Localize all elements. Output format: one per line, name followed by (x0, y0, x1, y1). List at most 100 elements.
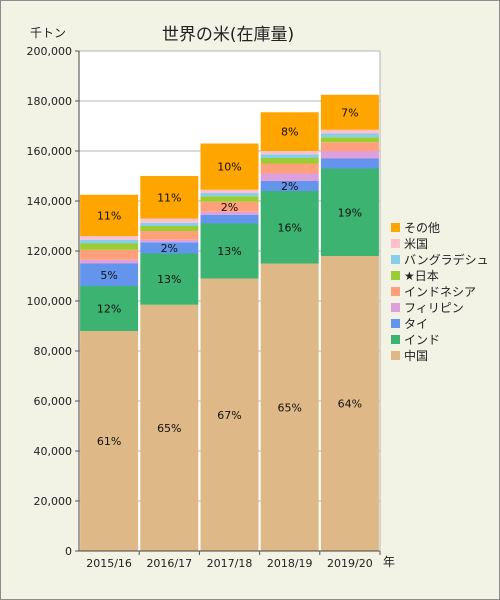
bar-segment (260, 154, 319, 158)
legend-label: バングラデシュ (404, 252, 489, 267)
y-tick-label: 100,000 (27, 295, 73, 308)
bar-segment (260, 263, 319, 551)
bar-segment (260, 112, 319, 151)
bars: 61% 12% 5% 11% 65% 13% 2% 11% 67% 13% 2% 10% 65% 16% 2… (80, 94, 379, 551)
bar-segment (80, 263, 139, 286)
x-tick-labels: 2015/16 2016/17 2017/18 2018/19 2019/20 (86, 551, 381, 570)
bar-segment (140, 242, 199, 254)
bar-segment (140, 231, 199, 240)
y-tick-labels: 0 20,000 40,000 60,000 80,000 100,000 120,000 1… (27, 45, 73, 558)
bar-segment (200, 214, 259, 224)
x-tick-label: 2018/19 (267, 557, 313, 570)
bar-segment (260, 158, 319, 164)
bar-segment (320, 168, 379, 256)
legend-swatch (391, 335, 400, 344)
bar-segment (200, 201, 259, 212)
bar-segment (260, 151, 319, 155)
data-label: 5% (100, 269, 117, 282)
y-tick-label: 160,000 (27, 145, 73, 158)
bar-segment (80, 331, 139, 551)
bar-segment (260, 173, 319, 181)
bar-segment (320, 256, 379, 551)
y-tick-label: 80,000 (34, 345, 73, 358)
bar-segment (260, 181, 319, 191)
data-label: 2% (161, 242, 178, 255)
x-tick-label: 2016/17 (146, 557, 192, 570)
data-label: 65% (157, 422, 181, 435)
data-label: 11% (97, 209, 121, 222)
bar-segment (320, 151, 379, 159)
data-label: 61% (97, 435, 121, 448)
legend-label: インド (404, 333, 440, 347)
y-tick-label: 120,000 (27, 245, 73, 258)
data-label: 11% (157, 191, 181, 204)
data-label: 67% (217, 409, 241, 422)
bar-segment (80, 239, 139, 244)
data-label: 10% (217, 161, 241, 174)
data-label: 16% (277, 221, 301, 234)
y-axis-unit: 千トン (30, 26, 66, 40)
bar-segment (200, 223, 259, 279)
x-tick-label: 2015/16 (86, 557, 132, 570)
chart-title: 世界の米(在庫量) (162, 25, 294, 45)
legend-label: タイ (404, 317, 428, 331)
legend-swatch (391, 351, 400, 360)
bar-segment (140, 218, 199, 223)
data-label: 2% (281, 180, 298, 193)
bar-segment (200, 196, 259, 202)
y-tick-label: 0 (65, 545, 72, 558)
bar-segment (200, 193, 259, 197)
legend-label: ★日本 (404, 269, 439, 283)
bar-segment (260, 191, 319, 264)
data-label: 8% (281, 126, 298, 139)
bar-segment (140, 239, 199, 243)
data-label: 7% (341, 106, 358, 119)
legend-label: その他 (404, 221, 440, 235)
bar-segment (80, 243, 139, 250)
legend-swatch (391, 303, 400, 312)
bar-segment (200, 143, 259, 190)
data-label: 13% (157, 273, 181, 286)
bar-segment (140, 226, 199, 231)
y-tick-label: 20,000 (34, 495, 73, 508)
x-tick-label: 2019/20 (327, 557, 373, 570)
legend-swatch (391, 255, 400, 264)
bar-segment (140, 222, 199, 226)
bar-segment (320, 129, 379, 134)
bar-segment (140, 176, 199, 219)
bar-segment (320, 133, 379, 138)
legend-swatch (391, 223, 400, 232)
y-tick-label: 140,000 (27, 195, 73, 208)
bar-segment (320, 94, 379, 130)
legend-label: インドネシア (404, 285, 476, 299)
bar-segment (140, 304, 199, 551)
legend-swatch (391, 239, 400, 248)
axes (78, 51, 381, 552)
y-tick-label: 180,000 (27, 95, 73, 108)
data-label: 13% (217, 245, 241, 258)
bar-segment (320, 137, 379, 143)
bar-segment (80, 236, 139, 240)
x-axis-unit: 年 (383, 555, 395, 569)
bar-segment (80, 249, 139, 260)
legend-label: フィリピン (404, 301, 464, 315)
y-tick-label: 200,000 (27, 45, 73, 58)
y-tick-label: 40,000 (34, 445, 73, 458)
bar-segment (200, 189, 259, 193)
data-label: 65% (277, 401, 301, 414)
bar-segment (80, 286, 139, 331)
bar-segment (200, 278, 259, 551)
bar-segment (80, 259, 139, 264)
legend-label: 米国 (404, 237, 428, 251)
bar-segment (320, 142, 379, 151)
legend-swatch (391, 287, 400, 296)
bar-segment (80, 194, 139, 236)
x-tick-label: 2017/18 (207, 557, 253, 570)
bar-segment (140, 253, 199, 305)
data-label: 64% (338, 398, 362, 411)
data-label: 2% (221, 201, 238, 214)
data-label: 19% (338, 206, 362, 219)
bar-segment (200, 211, 259, 215)
